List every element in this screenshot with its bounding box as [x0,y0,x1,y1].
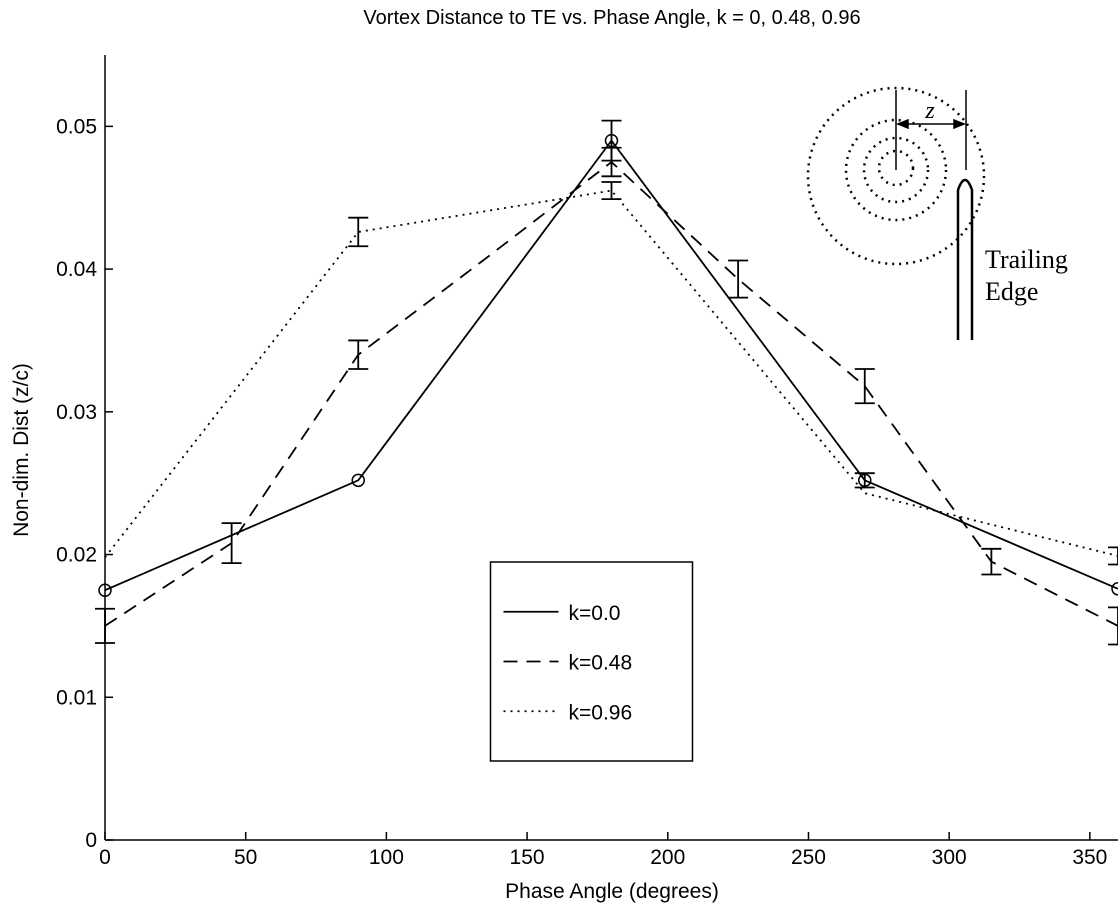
legend: k=0.0 k=0.48 k=0.96 [489,561,694,762]
legend-label: k=0.96 [569,701,633,724]
error-bar [348,339,369,370]
series-line [104,139,1118,592]
inset-geometry [895,90,974,340]
vortex-ring [844,118,948,222]
inset-label: Edge [985,277,1038,306]
x-tick-label: 200 [650,846,685,869]
x-tick-label: 0 [99,846,111,869]
y-tick-label: 0.05 [56,115,97,138]
error-bar [348,216,369,248]
error-bar [601,146,622,178]
series-line [104,189,1118,558]
error-bar [601,181,622,201]
y-tick-label: 0.01 [56,686,97,709]
vortex-ring [806,86,986,266]
legend-label: k=0.0 [569,602,621,625]
y-axis-label: Non-dim. Dist (z/c) [10,363,33,537]
arrow-heads [895,118,967,130]
trailing-edge [956,178,974,340]
x-tick-label: 300 [932,846,967,869]
legend-box [489,561,694,762]
x-tick-label: 350 [1072,846,1107,869]
y-tick-label: 0.04 [56,258,97,281]
error-bar [981,547,1002,576]
error-bar [1108,546,1118,566]
x-tick-label: 100 [369,846,404,869]
vortex-ring [877,149,915,187]
y-tick-label: 0 [85,829,97,852]
error-bar [728,259,749,299]
x-tick-label: 150 [510,846,545,869]
data-point [1111,582,1118,596]
error-bar [854,472,875,489]
inset-diagram [806,86,986,266]
error-bar [221,522,242,565]
legend-label: k=0.48 [569,652,633,675]
inset-label: Trailing [985,245,1068,274]
z-label: z [924,98,935,124]
x-axis-label: Phase Angle (degrees) [505,880,719,903]
error-bar [95,607,115,644]
y-tick-label: 0.03 [56,401,97,424]
y-tick-label: 0.02 [56,544,97,567]
data-point [351,473,365,488]
x-tick-label: 250 [791,846,826,869]
chart-title: Vortex Distance to TE vs. Phase Angle, k… [363,7,860,29]
series-line [104,160,1118,627]
data-point [98,583,112,597]
vortex-ring [862,136,930,204]
error-bar [1108,606,1118,646]
x-tick-label: 50 [234,846,257,869]
error-bar [854,368,875,405]
